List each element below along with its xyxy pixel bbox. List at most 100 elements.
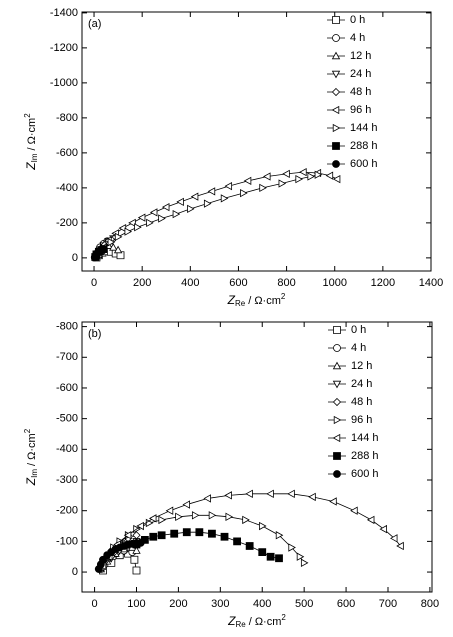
x-tick-label: 600 (229, 277, 247, 289)
marker (299, 167, 307, 177)
marker (243, 176, 252, 186)
marker (187, 204, 195, 214)
legend-label: 288 h (350, 140, 378, 152)
axis-superscript: 2 (281, 292, 286, 301)
plot-frame (81, 321, 433, 593)
legend-marker (332, 123, 341, 133)
marker (136, 521, 144, 531)
marker (266, 552, 275, 561)
marker (329, 497, 337, 506)
legend-marker (333, 452, 341, 460)
x-tick-label: 1200 (371, 277, 395, 289)
x-tick-label: 0 (91, 277, 97, 289)
marker (224, 181, 233, 191)
marker (148, 514, 157, 523)
marker (208, 529, 216, 538)
axis-subscript: Im (30, 469, 39, 478)
axis-superscript: 2 (281, 613, 286, 622)
x-tick-label: 500 (295, 598, 313, 610)
marker (245, 489, 253, 498)
legend-marker (332, 380, 342, 389)
marker (296, 552, 305, 561)
legend-marker (332, 34, 340, 42)
marker (314, 170, 323, 179)
marker (176, 197, 184, 207)
marker (350, 506, 358, 515)
x-tick-label: 700 (379, 598, 397, 610)
marker (137, 213, 146, 222)
axis-symbol: Z (227, 293, 236, 307)
legend-marker (332, 16, 340, 24)
series-line (98, 171, 338, 255)
marker (308, 492, 316, 502)
legend-label: 144 h (350, 122, 378, 134)
legend-label: 48 h (350, 86, 371, 98)
marker (259, 183, 267, 193)
marker (109, 243, 118, 251)
legend-marker (332, 361, 342, 370)
axis-symbol: Z (227, 614, 236, 628)
x-tick-label: 800 (421, 598, 439, 610)
y-tick-label: 0 (72, 252, 78, 264)
y-tick-label: -400 (56, 443, 78, 455)
y-tick-label: -500 (56, 413, 78, 425)
marker (149, 532, 158, 541)
marker (128, 218, 136, 228)
legend-label: 12 h (350, 50, 371, 62)
axis-superscript: 2 (23, 428, 32, 433)
marker (124, 227, 133, 236)
y-tick-label: -200 (56, 505, 78, 517)
marker (258, 548, 267, 557)
marker (182, 500, 190, 509)
marker (123, 531, 132, 540)
marker (203, 494, 211, 503)
marker (203, 199, 212, 208)
marker (275, 531, 284, 540)
legend-label: 96 h (351, 414, 372, 426)
axis-label: ZRe / Ω·cm2 (227, 613, 286, 629)
marker (225, 512, 234, 522)
x-tick-label: 1000 (322, 277, 346, 289)
legend-marker (333, 470, 341, 478)
legend-marker (331, 105, 340, 115)
legend-label: 4 h (351, 342, 366, 354)
legend-label: 12 h (351, 360, 372, 372)
y-tick-label: -800 (56, 112, 78, 124)
marker (182, 528, 191, 537)
legend-marker (332, 397, 342, 407)
marker (259, 521, 267, 531)
axis-unit: / Ω·cm (249, 616, 282, 628)
axis-symbol: Z (24, 477, 38, 486)
marker (172, 209, 181, 219)
x-tick-label: 300 (211, 598, 229, 610)
marker (195, 528, 204, 537)
marker (307, 172, 315, 181)
panel-label: (b) (88, 328, 101, 340)
x-tick-label: 200 (133, 277, 151, 289)
axis-superscript: 2 (23, 113, 32, 118)
marker (278, 179, 287, 188)
axis-symbol: Z (24, 162, 38, 171)
legend-marker (331, 70, 341, 79)
marker (233, 537, 241, 546)
marker (132, 566, 141, 575)
legend-marker (333, 326, 341, 334)
axis-subscript: Im (30, 153, 39, 162)
panel-label: (a) (88, 18, 101, 30)
legend-marker (333, 344, 341, 352)
axis-label: ZIm / Ω·cm2 (23, 113, 39, 171)
marker (170, 529, 179, 538)
marker (220, 532, 229, 541)
marker (240, 188, 248, 198)
marker (136, 539, 145, 547)
x-tick-label: 600 (337, 598, 355, 610)
marker (107, 237, 116, 247)
legend-marker (332, 142, 340, 150)
x-tick-label: 800 (277, 277, 295, 289)
marker (97, 246, 106, 254)
x-tick-label: 200 (169, 598, 187, 610)
y-tick-label: -100 (56, 535, 78, 547)
y-tick-label: -200 (56, 217, 78, 229)
series-line (98, 174, 318, 255)
marker (266, 489, 274, 498)
